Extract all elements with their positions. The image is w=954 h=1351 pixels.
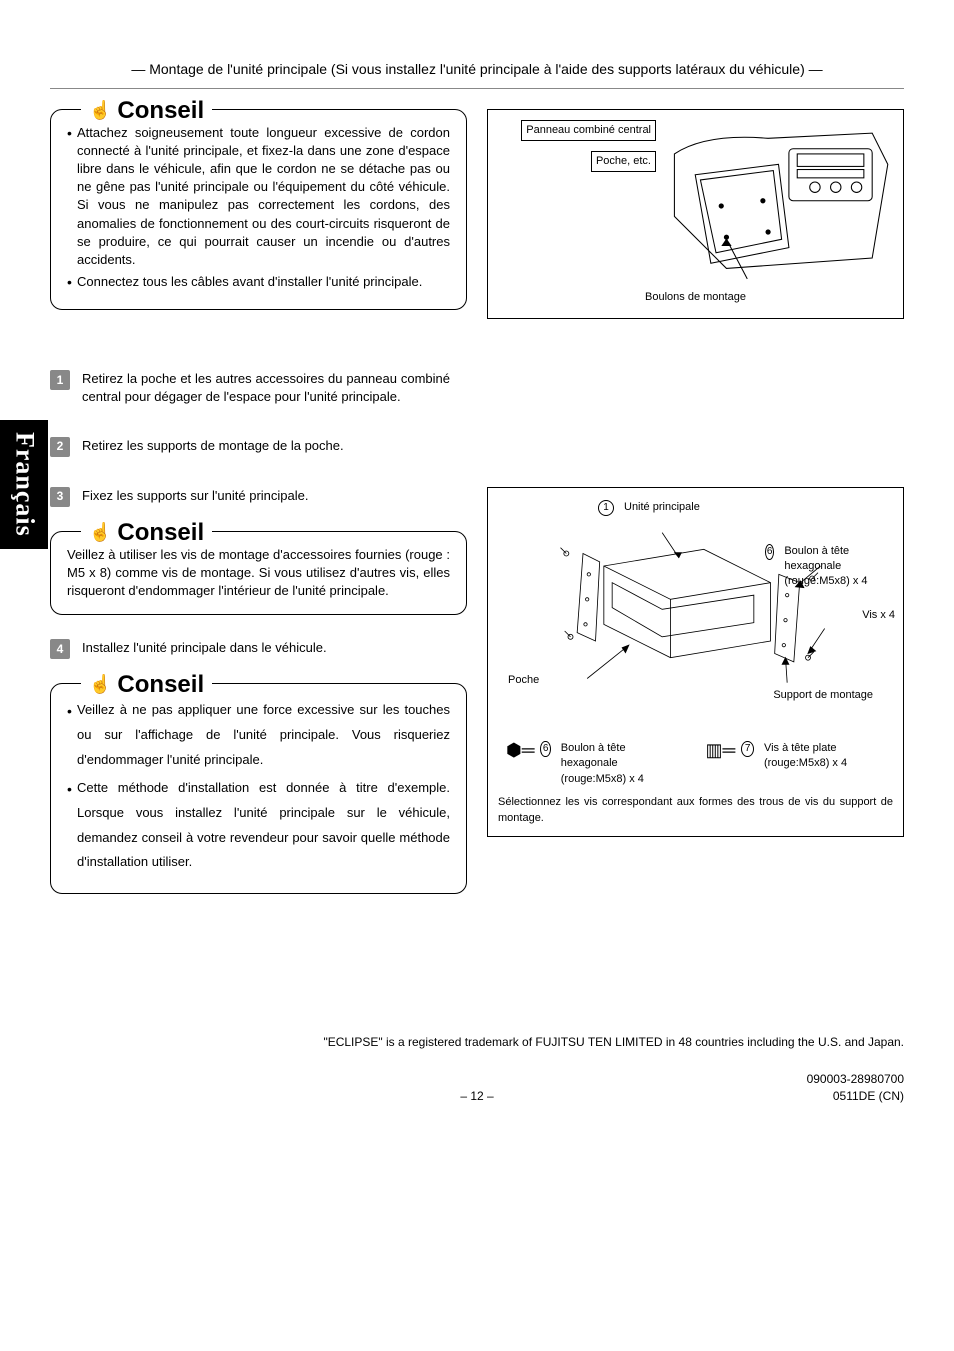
- diagram-2: 1 Unité principale: [487, 487, 904, 837]
- step-1: 1 Retirez la poche et les autres accesso…: [50, 370, 450, 406]
- conseil-box-1: ☝ Conseil Attachez soigneusement toute l…: [50, 109, 467, 311]
- conseil-title-2: Conseil: [117, 516, 204, 550]
- conseil2-text: Veillez à utiliser les vis de montage d'…: [67, 546, 450, 601]
- step-text-3: Fixez les supports sur l'unité principal…: [82, 487, 467, 505]
- step-num-2: 2: [50, 437, 70, 457]
- conseil1-item-1: Attachez soigneusement toute longueur ex…: [67, 124, 450, 270]
- step-num-1: 1: [50, 370, 70, 390]
- d1-label-pocket: Poche, etc.: [591, 151, 656, 172]
- hand-icon: ☝: [89, 672, 111, 697]
- conseil-box-3: ☝ Conseil Veillez à ne pas appliquer une…: [50, 683, 467, 894]
- diagram-1: Panneau combiné central Poche, etc.: [487, 109, 904, 319]
- step-3: 3 Fixez les supports sur l'unité princip…: [50, 487, 467, 507]
- step-text-4: Installez l'unité principale dans le véh…: [82, 639, 467, 657]
- dashboard-illustration: [664, 120, 893, 302]
- conseil-box-2: ☝ Conseil Veillez à utiliser les vis de …: [50, 531, 467, 616]
- hex-screw-icon: ⬢═: [506, 741, 534, 759]
- step-num-3: 3: [50, 487, 70, 507]
- doc-code-1: 090003-28980700: [619, 1071, 904, 1088]
- d2-bracket-label: Support de montage: [773, 688, 873, 703]
- conseil1-item-2: Connectez tous les câbles avant d'instal…: [67, 273, 450, 291]
- d2-c7-label: Vis à tête plate (rouge:M5x8) x 4: [764, 741, 885, 772]
- doc-code-2: 0511DE (CN): [619, 1088, 904, 1105]
- d2-pocket-label: Poche: [508, 673, 539, 688]
- d2-c6-label: Boulon à tête hexagonale (rouge:M5x8) x …: [784, 544, 895, 590]
- d1-label-panel: Panneau combiné central: [521, 120, 656, 141]
- d2-c1-label: Unité principale: [624, 500, 700, 515]
- step-text-2: Retirez les supports de montage de la po…: [82, 437, 450, 455]
- page-header: — Montage de l'unité principale (Si vous…: [50, 60, 904, 89]
- footer-trademark: "ECLIPSE" is a registered trademark of F…: [50, 1034, 904, 1051]
- d2-c6b-label: Boulon à tête hexagonale (rouge:M5x8) x …: [561, 741, 686, 787]
- d2-c7-num: 7: [741, 741, 754, 757]
- conseil-title-1: Conseil: [117, 94, 204, 128]
- page-number: – 12 –: [335, 1088, 620, 1105]
- hand-icon: ☝: [89, 98, 111, 123]
- d2-c6b-num: 6: [540, 741, 550, 757]
- conseil3-item-1: Veillez à ne pas appliquer une force exc…: [67, 698, 450, 772]
- d2-c1-num: 1: [598, 500, 614, 516]
- d2-note: Sélectionnez les vis correspondant aux f…: [498, 795, 893, 826]
- step-4: 4 Installez l'unité principale dans le v…: [50, 639, 467, 659]
- step-num-4: 4: [50, 639, 70, 659]
- step-2: 2 Retirez les supports de montage de la …: [50, 437, 450, 457]
- hand-icon: ☝: [89, 520, 111, 545]
- conseil3-item-2: Cette méthode d'installation est donnée …: [67, 776, 450, 875]
- conseil-title-3: Conseil: [117, 668, 204, 702]
- d2-vis-label: Vis x 4: [862, 608, 895, 623]
- step-text-1: Retirez la poche et les autres accessoir…: [82, 370, 450, 406]
- d2-c6-num: 6: [765, 544, 774, 560]
- flat-screw-icon: ▥═: [706, 741, 736, 759]
